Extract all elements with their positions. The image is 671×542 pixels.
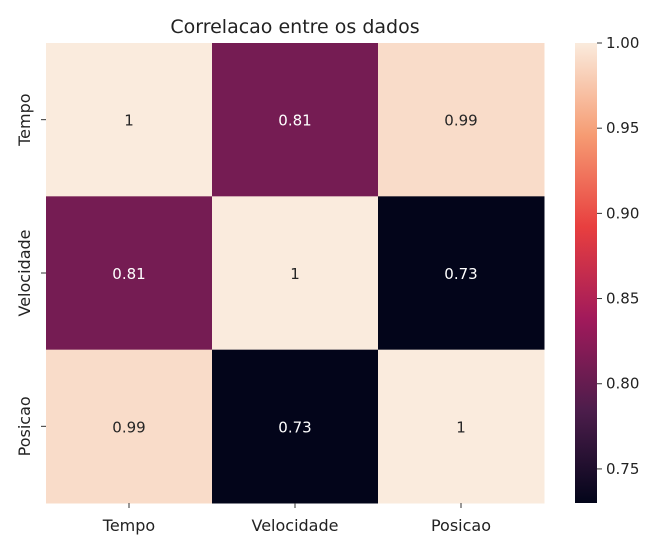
cell-value-label: 0.81 — [278, 112, 311, 130]
heatmap-cell — [212, 196, 379, 351]
x-tick-label: Tempo — [102, 516, 155, 535]
colorbar-ticks: 0.75 0.80 0.85 0.90 0.95 1.00 — [597, 34, 639, 478]
heatmap-cell — [46, 43, 213, 197]
heatmap-cell — [46, 349, 213, 504]
colorbar-tick-label: 0.80 — [606, 375, 639, 393]
chart-title: Correlacao entre os dados — [170, 16, 419, 38]
y-tick-label: Posicao — [15, 396, 34, 456]
colorbar-tick-label: 0.95 — [606, 119, 639, 137]
heatmap-cell — [378, 43, 545, 197]
heatmap-cell — [46, 196, 213, 351]
heatmap-cell — [378, 196, 545, 351]
colorbar-tick-label: 0.75 — [606, 460, 639, 478]
cell-value-label: 0.81 — [112, 265, 145, 283]
cell-value-label: 0.73 — [444, 265, 477, 283]
y-axis: Tempo Velocidade Posicao — [15, 93, 46, 456]
x-tick-label: Posicao — [431, 516, 491, 535]
cell-value-label: 1 — [290, 265, 300, 283]
cell-value-label: 1 — [124, 112, 134, 130]
colorbar-tick-label: 1.00 — [606, 34, 639, 52]
y-tick-label: Tempo — [15, 93, 34, 146]
cell-value-label: 0.99 — [112, 418, 145, 436]
colorbar-tick-label: 0.90 — [606, 204, 639, 222]
y-tick-label: Velocidade — [15, 230, 34, 317]
heatmap-cells: 1 0.81 0.99 0.81 1 0.73 0.99 0.73 1 — [46, 43, 545, 504]
heatmap-cell — [212, 43, 379, 197]
colorbar-tick-label: 0.85 — [606, 290, 639, 308]
colorbar — [575, 43, 597, 503]
heatmap-cell — [378, 349, 545, 504]
cell-value-label: 0.99 — [444, 112, 477, 130]
x-tick-label: Velocidade — [252, 516, 339, 535]
cell-value-label: 0.73 — [278, 418, 311, 436]
heatmap-cell — [212, 349, 379, 504]
x-axis: Tempo Velocidade Posicao — [102, 503, 491, 535]
cell-value-label: 1 — [456, 418, 466, 436]
